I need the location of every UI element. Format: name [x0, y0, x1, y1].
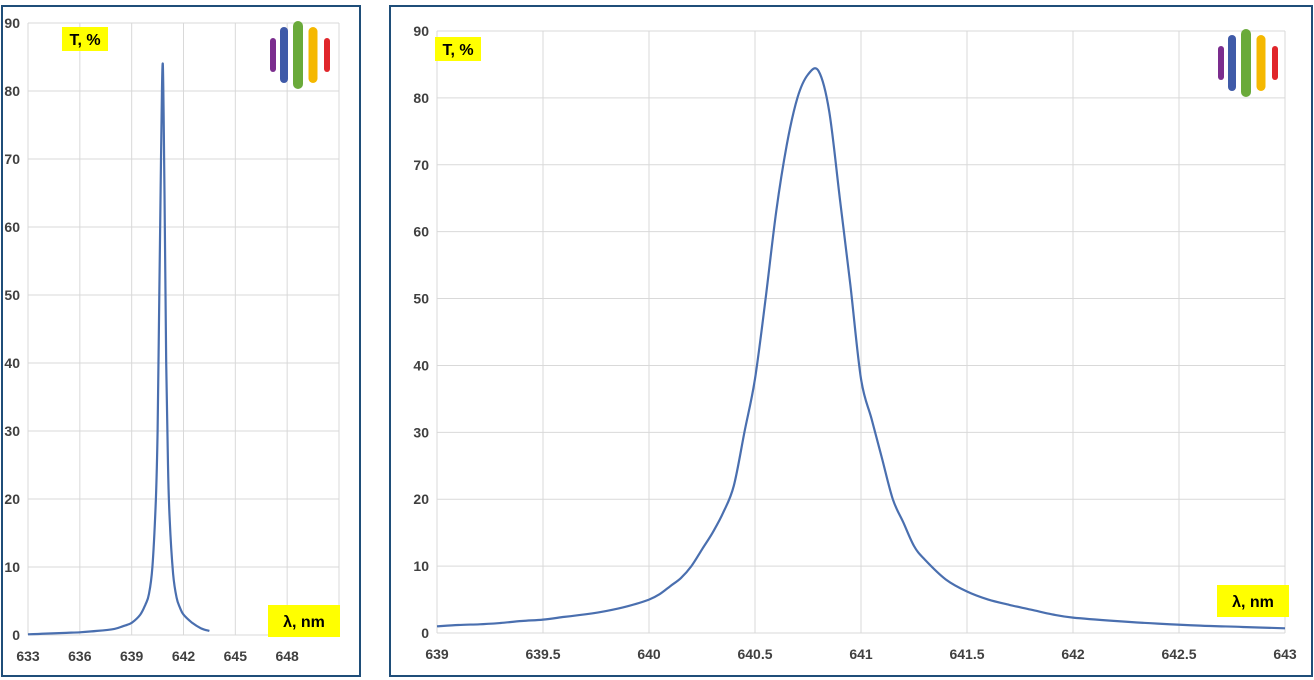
x-tick-label: 639	[120, 648, 144, 664]
y-axis-label: T, %	[62, 27, 108, 51]
gridlines	[436, 30, 1286, 634]
x-axis-label: λ, nm	[268, 605, 340, 637]
x-axis-label-background	[1217, 585, 1289, 617]
y-tick-label: 90	[4, 15, 20, 31]
y-tick-label: 30	[4, 423, 20, 439]
y-tick-label: 80	[413, 90, 429, 106]
y-axis-label-text: T, %	[442, 42, 473, 59]
series-line	[27, 62, 210, 636]
logo-stripe	[280, 27, 288, 83]
y-axis-label-background	[62, 27, 108, 51]
y-tick-label: 30	[413, 424, 429, 440]
y-tick-label: 60	[4, 219, 20, 235]
logo-stripe	[270, 38, 276, 72]
x-tick-label: 641	[849, 646, 873, 662]
y-tick-label: 0	[421, 625, 429, 641]
x-tick-label: 636	[68, 648, 92, 664]
logo-stripe	[1218, 46, 1224, 80]
y-axis-label-text: T, %	[69, 32, 100, 49]
x-axis-label-text: λ, nm	[283, 614, 325, 631]
chart-overview: 0 10 20 30 40 50 60 70 80 90 633 636 639 642 645 648 T, …	[4, 15, 340, 664]
x-axis-label: λ, nm	[1217, 585, 1289, 617]
y-tick-label: 50	[4, 287, 20, 303]
logo-stripe	[1228, 35, 1236, 91]
y-axis-label-background	[435, 37, 481, 61]
chart-panel-overview: 0 10 20 30 40 50 60 70 80 90 633 636 639 642 645 648 T, …	[1, 5, 361, 677]
x-tick-label: 641.5	[949, 646, 984, 662]
y-tick-label: 70	[413, 157, 429, 173]
x-tick-label: 645	[224, 648, 248, 664]
x-tick-label: 642	[172, 648, 196, 664]
logo-stripe	[1272, 46, 1278, 80]
x-tick-label: 642.5	[1161, 646, 1196, 662]
logo-stripe	[293, 21, 303, 89]
chart-panel-zoomed: 0 10 20 30 40 50 60 70 80 90 639 639.5 640 640.5 641 64…	[389, 5, 1313, 677]
logo-stripe	[308, 27, 318, 83]
y-tick-label: 60	[413, 224, 429, 240]
x-tick-label: 639.5	[525, 646, 560, 662]
gridlines	[27, 22, 340, 636]
x-tick-label: 639	[425, 646, 449, 662]
logo-stripe	[324, 38, 330, 72]
series-line	[436, 67, 1286, 630]
x-tick-label: 643	[1273, 646, 1297, 662]
y-tick-label: 40	[413, 357, 429, 373]
logo-stripe	[1241, 29, 1251, 97]
y-tick-label: 10	[4, 559, 20, 575]
y-tick-label: 50	[413, 291, 429, 307]
y-tick-label: 40	[4, 355, 20, 371]
y-tick-label: 20	[413, 491, 429, 507]
x-tick-label: 640	[637, 646, 661, 662]
logo-stripe	[1256, 35, 1266, 91]
x-tick-label: 642	[1061, 646, 1085, 662]
y-tick-label: 80	[4, 83, 20, 99]
y-tick-label: 10	[413, 558, 429, 574]
x-tick-label: 640.5	[737, 646, 772, 662]
x-axis-label-text: λ, nm	[1232, 594, 1274, 611]
y-tick-label: 20	[4, 491, 20, 507]
x-axis-label-background	[268, 605, 340, 637]
y-axis-label: T, %	[435, 37, 481, 61]
y-tick-label: 70	[4, 151, 20, 167]
brand-logo	[270, 21, 330, 89]
x-tick-label: 648	[275, 648, 299, 664]
y-tick-label: 0	[12, 627, 20, 643]
chart-zoomed: 0 10 20 30 40 50 60 70 80 90 639 639.5 640 640.5 641 64…	[413, 23, 1297, 662]
y-tick-label: 90	[413, 23, 429, 39]
x-tick-label: 633	[16, 648, 40, 664]
brand-logo	[1218, 29, 1278, 97]
